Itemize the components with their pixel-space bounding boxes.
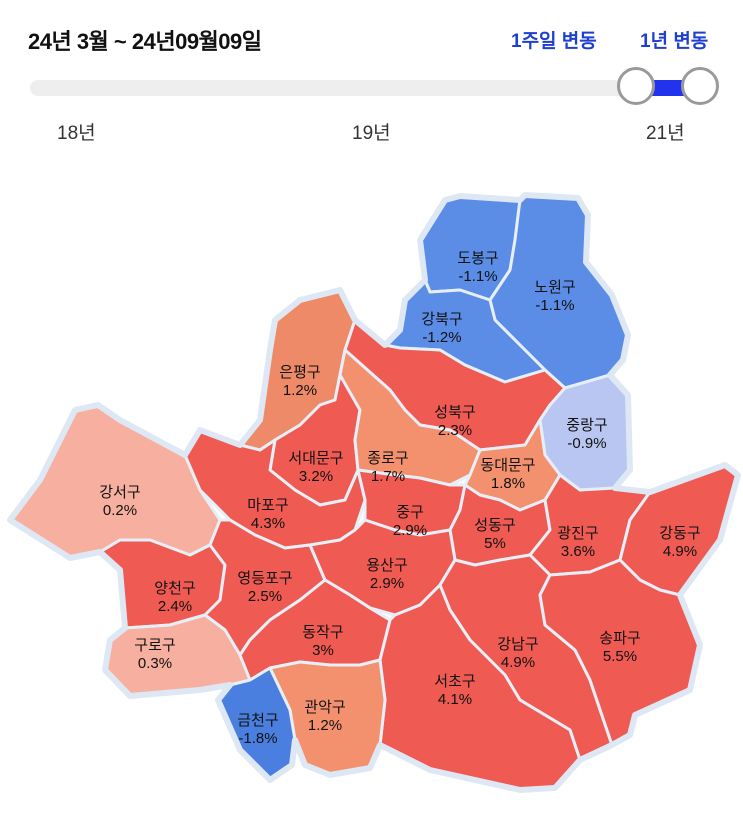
district-name-label: 영등포구 bbox=[237, 570, 292, 587]
district-change-label: 3.6% bbox=[561, 543, 595, 560]
district-name-label: 송파구 bbox=[599, 630, 640, 647]
district-change-label: 2.4% bbox=[158, 598, 192, 615]
district-name-label: 도봉구 bbox=[457, 250, 498, 267]
district-change-label: 5% bbox=[484, 535, 506, 552]
district-name-label: 동대문구 bbox=[480, 457, 535, 474]
district-change-label: -1.1% bbox=[458, 268, 497, 285]
district-change-label: 4.9% bbox=[663, 543, 697, 560]
district-name-label: 용산구 bbox=[366, 557, 407, 574]
district-change-label: 4.3% bbox=[251, 515, 285, 532]
period-slider-track[interactable] bbox=[30, 80, 690, 96]
district-name-label: 성북구 bbox=[434, 404, 475, 421]
district-name-label: 성동구 bbox=[474, 517, 515, 534]
district-change-label: -0.9% bbox=[567, 435, 606, 452]
tab-1-year-change[interactable]: 1년 변동 bbox=[640, 31, 709, 52]
city-outline bbox=[7, 192, 741, 793]
district-name-label: 강북구 bbox=[421, 311, 462, 328]
district-change-label: 1.7% bbox=[371, 468, 405, 485]
district-name-label: 은평구 bbox=[279, 364, 320, 381]
district-change-label: -1.8% bbox=[238, 730, 277, 747]
slider-tick-label: 18년 bbox=[57, 123, 96, 144]
district-change-label: 3% bbox=[312, 642, 334, 659]
district-name-label: 광진구 bbox=[557, 525, 598, 542]
district-change-label: -1.1% bbox=[535, 297, 574, 314]
district-change-label: 5.5% bbox=[603, 648, 637, 665]
slider-end-handle[interactable] bbox=[681, 67, 719, 105]
district-name-label: 강남구 bbox=[497, 636, 538, 653]
district-name-label: 동작구 bbox=[302, 624, 343, 641]
district-name-label: 강동구 bbox=[659, 525, 700, 542]
slider-tick-label: 21년 bbox=[646, 123, 685, 144]
slider-start-handle[interactable] bbox=[617, 67, 655, 105]
district-change-label: -1.2% bbox=[422, 329, 461, 346]
slider-tick-label: 19년 bbox=[352, 123, 391, 144]
district-name-label: 노원구 bbox=[534, 279, 575, 296]
tab-1-week-change[interactable]: 1주일 변동 bbox=[511, 31, 597, 52]
district-change-label: 1.2% bbox=[308, 717, 342, 734]
district-change-label: 4.9% bbox=[501, 654, 535, 671]
district-change-label: 0.3% bbox=[138, 655, 172, 672]
district-name-label: 구로구 bbox=[134, 637, 175, 654]
district-change-label: 2.5% bbox=[248, 588, 282, 605]
district-change-label: 0.2% bbox=[103, 502, 137, 519]
district-change-label: 2.9% bbox=[393, 522, 427, 539]
district-shapes bbox=[8, 193, 740, 792]
district-change-label: 2.9% bbox=[370, 575, 404, 592]
district-change-label: 2.3% bbox=[438, 422, 472, 439]
district-change-label: 1.2% bbox=[283, 382, 317, 399]
district-name-label: 강서구 bbox=[99, 484, 140, 501]
district-change-label: 4.1% bbox=[438, 691, 472, 708]
district-name-label: 서대문구 bbox=[288, 450, 343, 467]
district-name-label: 종로구 bbox=[367, 450, 408, 467]
district-name-label: 양천구 bbox=[154, 580, 195, 597]
district-name-label: 금천구 bbox=[237, 712, 278, 729]
district-change-label: 1.8% bbox=[491, 475, 525, 492]
district-name-label: 서초구 bbox=[434, 673, 475, 690]
district-change-label: 3.2% bbox=[299, 468, 333, 485]
district-name-label: 관악구 bbox=[304, 699, 345, 716]
district-name-label: 중구 bbox=[396, 504, 424, 521]
period-title: 24년 3월 ~ 24년09월09일 bbox=[28, 29, 262, 54]
district-name-label: 마포구 bbox=[247, 497, 288, 514]
district-name-label: 중랑구 bbox=[566, 417, 607, 434]
header: 24년 3월 ~ 24년09월09일 1주일 변동 1년 변동 bbox=[0, 0, 743, 70]
